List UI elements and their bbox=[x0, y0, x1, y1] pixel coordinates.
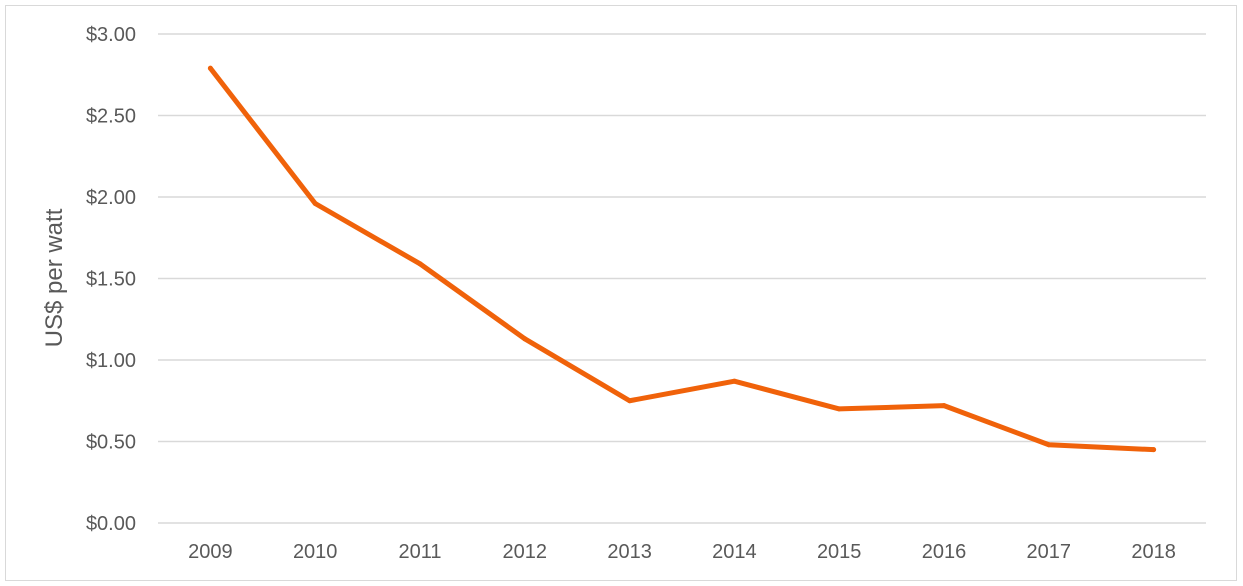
data-point bbox=[731, 378, 737, 384]
y-tick-label: $1.00 bbox=[86, 350, 136, 372]
data-point bbox=[627, 398, 633, 404]
x-tick-label: 2017 bbox=[1027, 541, 1072, 563]
y-tick-label: $3.00 bbox=[86, 24, 136, 46]
x-tick-label: 2011 bbox=[398, 541, 441, 563]
chart-frame bbox=[5, 5, 1237, 581]
x-tick-label: 2012 bbox=[503, 541, 548, 563]
x-tick-label: 2015 bbox=[817, 541, 862, 563]
x-tick-label: 2018 bbox=[1131, 541, 1176, 563]
data-point bbox=[312, 201, 318, 207]
data-point bbox=[1046, 442, 1052, 448]
x-axis-ticks: 2009 2010 2011 2012 2013 2014 2015 2016 2017 2018 bbox=[188, 541, 1176, 563]
x-tick-label: 2009 bbox=[188, 541, 233, 563]
y-tick-label: $1.50 bbox=[86, 269, 136, 291]
x-tick-label: 2013 bbox=[607, 541, 652, 563]
series-group bbox=[207, 65, 1157, 453]
x-tick-label: 2014 bbox=[712, 541, 757, 563]
grid-lines bbox=[158, 33, 1206, 524]
data-point bbox=[941, 403, 947, 409]
data-point bbox=[207, 65, 213, 71]
y-tick-label: $0.00 bbox=[86, 513, 136, 535]
y-axis-ticks: $0.00 $0.50 $1.00 $1.50 $2.00 $2.50 $3.00 bbox=[86, 24, 136, 535]
y-tick-label: $2.00 bbox=[86, 187, 136, 209]
data-point bbox=[417, 261, 423, 267]
x-tick-label: 2010 bbox=[293, 541, 338, 563]
y-tick-label: $2.50 bbox=[86, 106, 136, 128]
x-tick-label: 2016 bbox=[922, 541, 967, 563]
y-axis-title: US$ per watt bbox=[41, 208, 68, 347]
y-tick-label: $0.50 bbox=[86, 432, 136, 454]
data-point bbox=[522, 336, 528, 342]
data-point bbox=[836, 406, 842, 412]
data-point bbox=[1151, 447, 1157, 453]
series-line bbox=[207, 65, 1157, 453]
